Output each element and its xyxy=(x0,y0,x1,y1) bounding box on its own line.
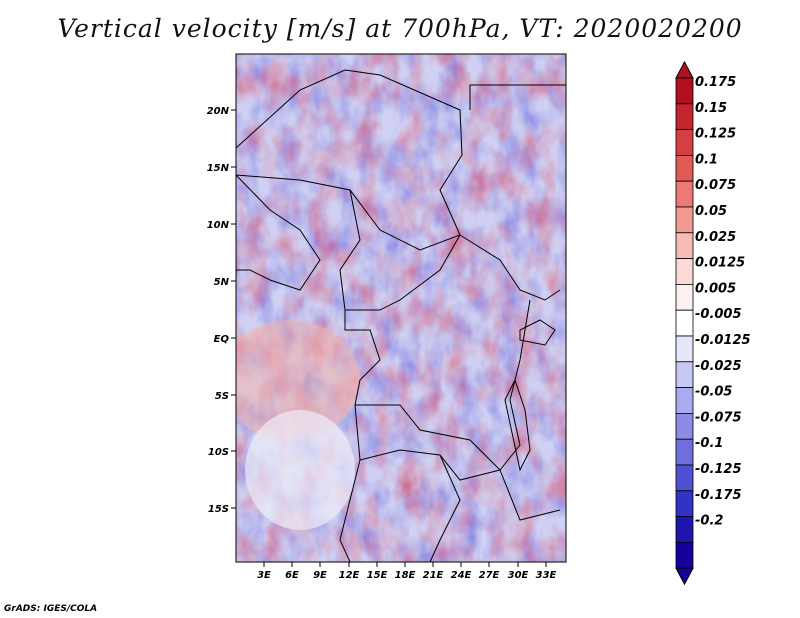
colorbar: 0.175 0.15 0.125 0.1 0.075 0.05 0.025 0.0125 0.0… xyxy=(675,60,751,586)
lon-tick: 9E xyxy=(313,562,327,581)
svg-text:33E: 33E xyxy=(536,570,557,581)
velocity-field xyxy=(236,54,566,562)
colorbar-segment xyxy=(675,516,694,543)
svg-text:15E: 15E xyxy=(367,570,388,581)
colorbar-label: -0.05 xyxy=(695,385,732,400)
svg-text:5S: 5S xyxy=(215,391,229,402)
svg-text:10N: 10N xyxy=(207,220,230,231)
colorbar-segment xyxy=(675,412,694,440)
lon-tick: 18E xyxy=(395,562,416,581)
colorbar-arrow-top xyxy=(675,60,694,79)
svg-text:5N: 5N xyxy=(214,277,230,288)
colorbar-segment xyxy=(675,258,694,285)
colorbar-label: 0.175 xyxy=(695,75,736,90)
svg-text:27E: 27E xyxy=(479,570,500,581)
colorbar-label: -0.1 xyxy=(695,436,723,451)
lon-tick: 15E xyxy=(367,562,388,581)
lat-tick: 20N xyxy=(207,106,236,117)
colorbar-segment xyxy=(675,464,694,492)
svg-text:21E: 21E xyxy=(423,570,444,581)
svg-text:EQ: EQ xyxy=(214,334,230,345)
svg-text:9E: 9E xyxy=(313,570,327,581)
colorbar-arrow-bottom xyxy=(675,567,694,586)
colorbar-label: -0.2 xyxy=(695,514,723,529)
svg-text:6E: 6E xyxy=(285,570,299,581)
lon-tick: 21E xyxy=(423,562,444,581)
colorbar-label: -0.005 xyxy=(695,307,742,322)
colorbar-label: -0.175 xyxy=(695,488,742,503)
colorbar-segment xyxy=(675,490,694,517)
svg-text:15S: 15S xyxy=(208,504,229,515)
plot-frame xyxy=(235,53,567,563)
colorbar-segment xyxy=(675,206,694,234)
colorbar-label: 0.15 xyxy=(695,101,727,116)
colorbar-segment xyxy=(675,103,694,131)
credit-label: GrADS: IGES/COLA xyxy=(4,604,98,614)
colorbar-segment xyxy=(675,154,694,182)
colorbar-segment xyxy=(675,542,694,569)
colorbar-label: 0.075 xyxy=(695,178,736,193)
svg-text:18E: 18E xyxy=(395,570,416,581)
lon-axis: 3E 6E 9E 12E 15E 18E 21E 24E 27E 30E 33E xyxy=(257,562,557,581)
colorbar-label: 0.125 xyxy=(695,127,736,142)
lat-axis: 20N 15N 10N 5N EQ 5S 10S 15S xyxy=(207,106,236,515)
colorbar-label: 0.025 xyxy=(695,230,736,245)
lon-tick: 6E xyxy=(285,562,299,581)
svg-text:12E: 12E xyxy=(339,570,360,581)
colorbar-label: -0.025 xyxy=(695,359,742,374)
lat-tick: EQ xyxy=(214,334,236,345)
colorbar-label: -0.125 xyxy=(695,462,742,477)
svg-text:10S: 10S xyxy=(208,447,229,458)
lon-tick: 27E xyxy=(479,562,500,581)
svg-text:15N: 15N xyxy=(207,163,230,174)
lat-tick: 10N xyxy=(207,220,236,231)
colorbar-label: -0.0125 xyxy=(695,333,751,348)
colorbar-segment xyxy=(675,387,694,414)
svg-text:30E: 30E xyxy=(508,570,529,581)
lat-tick: 5S xyxy=(215,391,236,402)
lon-tick: 3E xyxy=(257,562,271,581)
colorbar-segment xyxy=(675,361,694,388)
lon-tick: 33E xyxy=(536,562,557,581)
colorbar-segment xyxy=(675,335,694,363)
colorbar-label: 0.1 xyxy=(695,152,718,167)
colorbar-label: 0.0125 xyxy=(695,256,745,271)
svg-text:20N: 20N xyxy=(207,106,230,117)
colorbar-label: -0.075 xyxy=(695,410,742,425)
colorbar-segment xyxy=(675,309,694,337)
lat-tick: 5N xyxy=(214,277,236,288)
colorbar-segment xyxy=(675,232,694,260)
colorbar-label: 0.005 xyxy=(695,281,736,296)
svg-text:24E: 24E xyxy=(451,570,472,581)
lat-tick: 15N xyxy=(207,163,236,174)
map-title: Vertical velocity [m/s] at 700hPa, VT: 2… xyxy=(57,14,743,43)
colorbar-segment xyxy=(675,180,694,208)
lon-tick: 12E xyxy=(339,562,360,581)
lon-tick: 30E xyxy=(508,562,529,581)
lat-tick: 10S xyxy=(208,447,236,458)
colorbar-segment xyxy=(675,438,694,466)
country-borders xyxy=(236,69,566,562)
colorbar-segment xyxy=(675,283,694,311)
lon-tick: 24E xyxy=(451,562,472,581)
svg-text:3E: 3E xyxy=(257,570,271,581)
colorbar-segment xyxy=(675,129,694,156)
lat-tick: 15S xyxy=(208,504,236,515)
colorbar-label: 0.05 xyxy=(695,204,727,219)
colorbar-segment xyxy=(675,77,694,105)
